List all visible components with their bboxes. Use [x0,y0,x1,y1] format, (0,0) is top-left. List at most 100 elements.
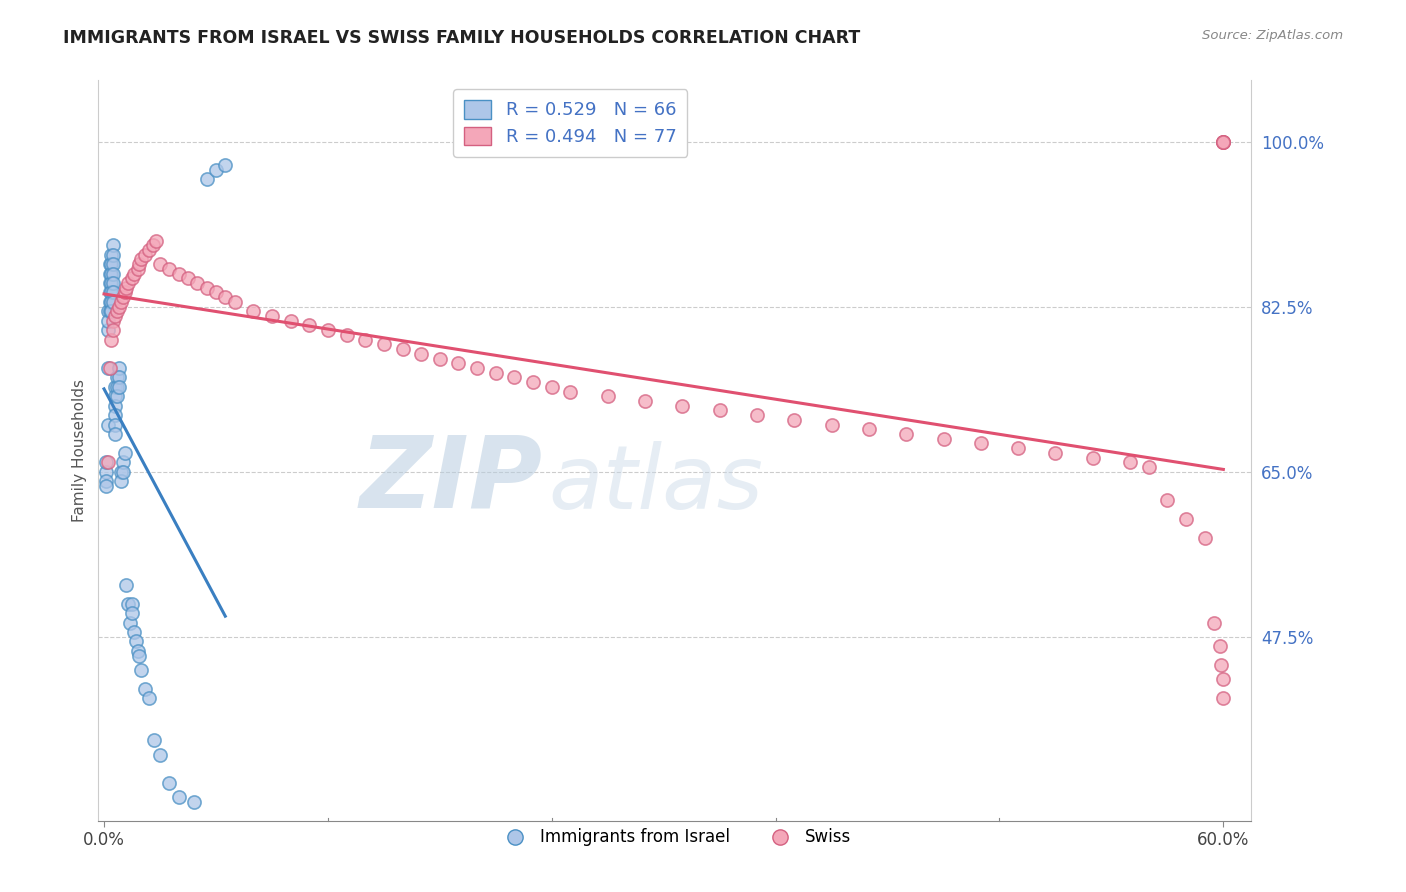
Point [100,267,122,281]
Point [214,158,236,172]
Point [138,243,160,257]
Point [858,422,880,436]
Point [97,417,120,432]
Point [932,432,955,446]
Point [110,294,132,309]
Point [97,314,120,328]
Text: Source: ZipAtlas.com: Source: ZipAtlas.com [1202,29,1343,42]
Point [157,776,180,790]
Point [100,248,122,262]
Legend: Immigrants from Israel, Swiss: Immigrants from Israel, Swiss [492,822,858,853]
Text: ZIP: ZIP [360,432,543,529]
Point [103,248,125,262]
Point [145,234,167,248]
Point [205,285,228,300]
Point [98,257,121,271]
Point [110,465,132,479]
Point [1202,615,1225,630]
Point [149,257,172,271]
Point [131,252,153,267]
Point [94,465,117,479]
Point [131,663,153,677]
Point [125,634,148,648]
Point [260,309,283,323]
Point [783,413,806,427]
Point [122,267,145,281]
Point [143,733,166,747]
Point [103,285,125,300]
Point [108,300,131,314]
Point [120,615,142,630]
Point [122,625,145,640]
Point [1045,446,1067,460]
Point [108,360,131,375]
Point [298,318,321,333]
Point [134,248,156,262]
Point [110,474,132,488]
Point [103,314,125,328]
Point [167,267,190,281]
Point [1119,455,1142,469]
Point [167,790,190,805]
Y-axis label: Family Households: Family Households [72,379,87,522]
Point [121,597,143,611]
Point [503,370,526,384]
Point [205,162,228,177]
Point [242,304,264,318]
Point [128,648,150,663]
Point [98,285,121,300]
Point [111,465,134,479]
Point [1212,135,1234,149]
Point [103,238,125,252]
Point [94,479,117,493]
Point [709,403,731,417]
Point [280,314,302,328]
Point [105,380,128,394]
Point [1081,450,1104,465]
Point [1175,512,1198,526]
Point [1212,135,1234,149]
Point [373,337,395,351]
Point [104,408,127,422]
Point [111,455,134,469]
Point [1212,672,1234,686]
Point [103,294,125,309]
Point [98,304,121,318]
Point [104,389,127,403]
Point [115,578,138,592]
Point [177,271,200,285]
Point [105,370,128,384]
Point [100,276,122,290]
Point [111,290,134,304]
Point [100,294,122,309]
Point [1007,441,1029,455]
Point [100,333,122,347]
Point [186,276,208,290]
Point [596,389,619,403]
Point [214,290,236,304]
Point [127,261,149,276]
Point [100,304,122,318]
Point [391,342,413,356]
Point [429,351,451,366]
Point [1212,135,1234,149]
Point [634,393,657,408]
Point [671,399,693,413]
Point [104,309,127,323]
Point [94,455,117,469]
Point [1211,658,1233,673]
Point [103,267,125,281]
Point [970,436,993,450]
Text: IMMIGRANTS FROM ISRAEL VS SWISS FAMILY HOUSEHOLDS CORRELATION CHART: IMMIGRANTS FROM ISRAEL VS SWISS FAMILY H… [63,29,860,46]
Point [447,356,470,370]
Point [98,267,121,281]
Point [1208,639,1230,653]
Point [141,238,163,252]
Point [98,360,121,375]
Point [103,276,125,290]
Point [98,294,121,309]
Text: atlas: atlas [548,441,763,527]
Point [100,285,122,300]
Point [354,333,377,347]
Point [745,408,768,422]
